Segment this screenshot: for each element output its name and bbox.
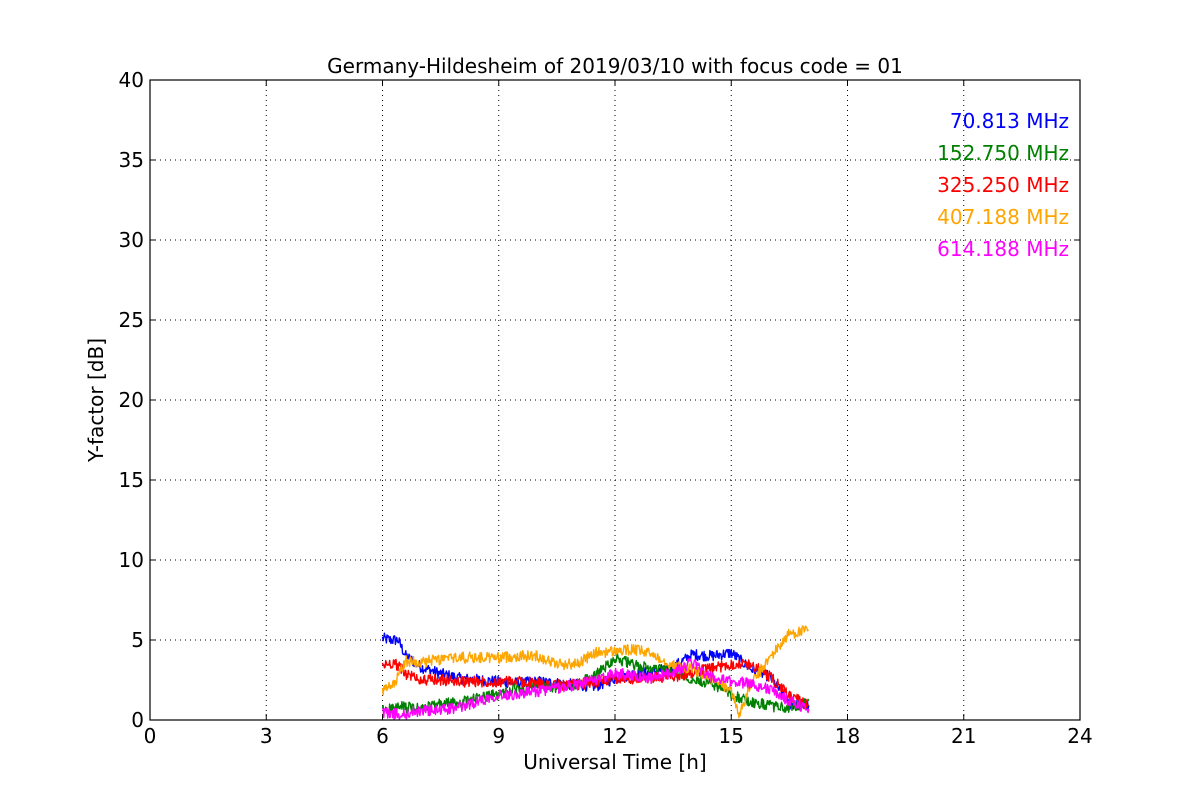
series-layer [381, 625, 810, 720]
legend-entry-325-250-mhz: 325.250 MHz [937, 173, 1069, 197]
x-tick-label: 9 [492, 724, 505, 748]
legend-entry-614-188-mhz: 614.188 MHz [937, 237, 1069, 261]
x-tick-label: 18 [835, 724, 860, 748]
x-axis-label: Universal Time [h] [523, 750, 706, 774]
series-line-407-188-mhz [381, 625, 809, 719]
series-line-614-188-mhz [381, 657, 810, 720]
legend: 70.813 MHz 152.750 MHz 325.250 MHz 407.188 … [937, 109, 1069, 261]
axis-ticks: 0 3 6 9 12 15 18 21 24 0 5 10 15 20 25 30 35 40 [119, 68, 1093, 748]
y-tick-label: 15 [119, 468, 144, 492]
chart-title: Germany-Hildesheim of 2019/03/10 with fo… [327, 54, 903, 78]
y-axis-label: Y-factor [dB] [84, 338, 108, 463]
x-tick-label: 0 [144, 724, 157, 748]
x-tick-label: 21 [951, 724, 976, 748]
x-tick-label: 6 [376, 724, 389, 748]
x-tick-label: 15 [719, 724, 744, 748]
y-tick-label: 35 [119, 148, 144, 172]
x-tick-label: 24 [1067, 724, 1092, 748]
y-tick-label: 5 [131, 628, 144, 652]
y-tick-label: 0 [131, 708, 144, 732]
legend-entry-407-188-mhz: 407.188 MHz [937, 205, 1069, 229]
y-tick-label: 40 [119, 68, 144, 92]
y-tick-label: 25 [119, 308, 144, 332]
x-tick-label: 3 [260, 724, 273, 748]
y-tick-label: 20 [119, 388, 144, 412]
legend-entry-152-750-mhz: 152.750 MHz [937, 141, 1069, 165]
plot-frame [149, 79, 1081, 721]
x-tick-label: 12 [602, 724, 627, 748]
legend-entry-70-813-mhz: 70.813 MHz [950, 109, 1069, 133]
y-tick-label: 10 [119, 548, 144, 572]
y-tick-label: 30 [119, 228, 144, 252]
